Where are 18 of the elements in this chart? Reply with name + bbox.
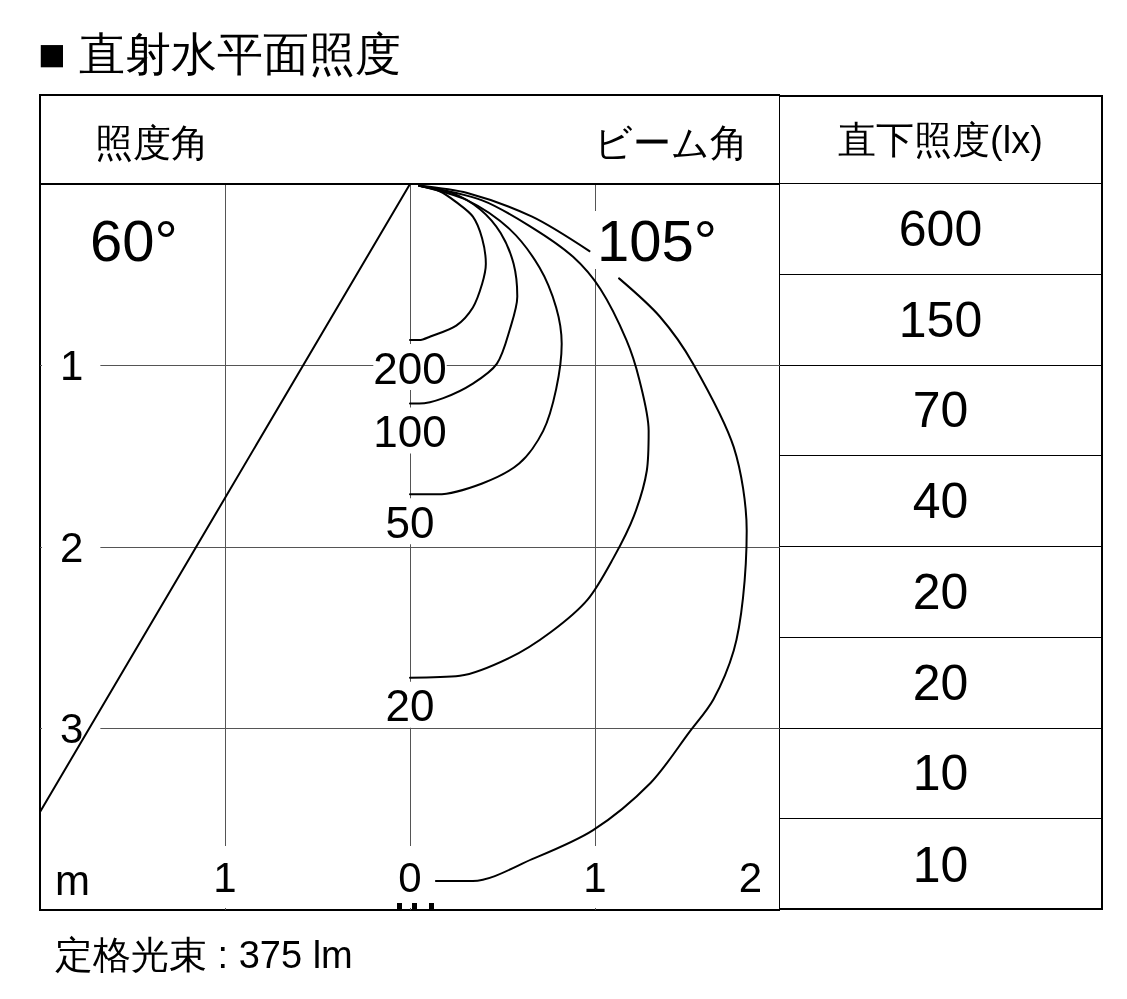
series-label: 100 — [373, 407, 447, 457]
annotation: 105° — [597, 207, 717, 273]
series-label: 200 — [373, 343, 447, 393]
series-label: 50 — [385, 497, 435, 547]
x-tick-label: 1 — [213, 853, 237, 901]
y-tick-label: 2 — [60, 523, 84, 571]
chart-title: ■ 直射水平面照度 — [38, 28, 401, 80]
x-tick-label: 0 — [398, 853, 422, 901]
x-tick-label: 2 — [738, 853, 762, 901]
text: 定格光束 : 375 lm — [55, 934, 353, 976]
series-label: 20 — [385, 681, 435, 731]
annotation: 60° — [90, 207, 178, 273]
y-tick-label: 1 — [60, 342, 84, 389]
x-tick-label: 1 — [583, 853, 607, 901]
y-tick-label: 3 — [60, 705, 84, 752]
text: 照度角 — [95, 122, 209, 164]
x-axis-title: m — [55, 856, 90, 904]
text: ビーム角 — [594, 122, 748, 164]
